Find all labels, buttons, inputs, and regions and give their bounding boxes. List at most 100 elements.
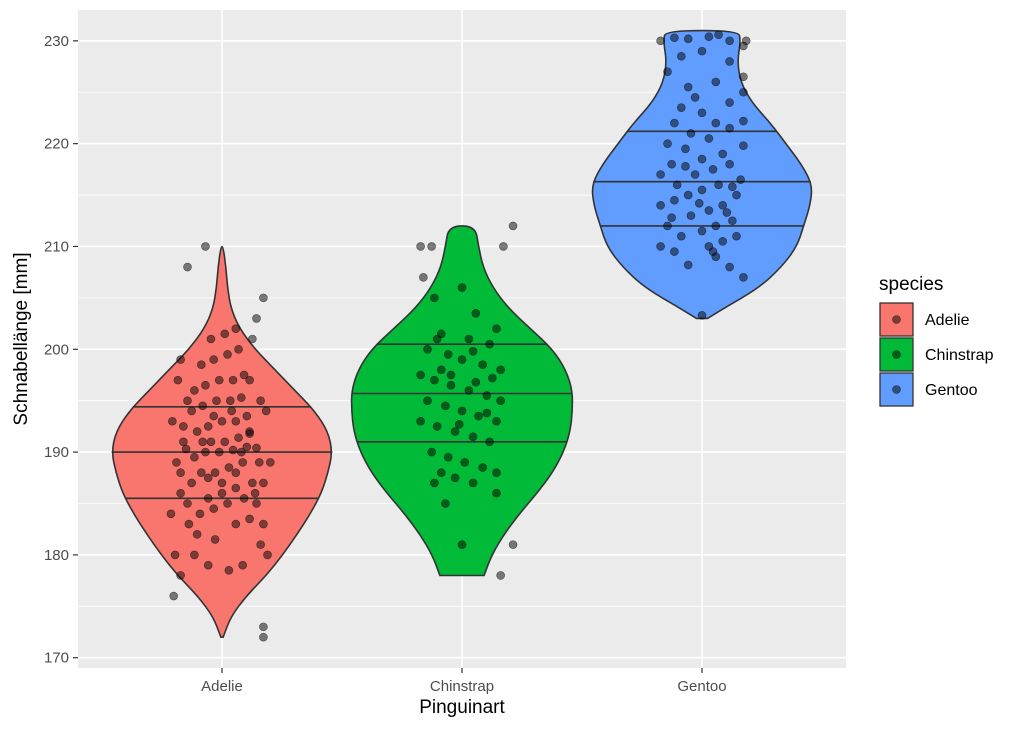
- data-point: [201, 447, 210, 457]
- data-point: [485, 339, 494, 349]
- data-point: [496, 571, 505, 580]
- data-point: [248, 478, 257, 488]
- data-point: [478, 463, 488, 472]
- data-point: [656, 201, 665, 210]
- data-point: [214, 447, 224, 457]
- data-point: [739, 116, 748, 126]
- y-tick-label: 220: [44, 136, 69, 153]
- data-point: [242, 411, 252, 421]
- data-point: [676, 51, 686, 61]
- data-point: [436, 365, 446, 375]
- y-tick-label: 190: [44, 444, 69, 461]
- data-point: [234, 433, 243, 443]
- data-point: [663, 67, 672, 76]
- data-point: [237, 447, 246, 457]
- data-point: [468, 347, 478, 356]
- data-point: [265, 458, 275, 467]
- data-point: [663, 139, 672, 148]
- data-point: [183, 396, 192, 405]
- data-point: [656, 36, 665, 46]
- data-point: [492, 324, 501, 334]
- data-point: [423, 396, 432, 405]
- data-point: [223, 350, 232, 359]
- data-point: [248, 334, 257, 344]
- data-point: [457, 283, 467, 292]
- data-point: [681, 161, 690, 171]
- y-axis-title: Schnabellänge [mm]: [11, 252, 32, 425]
- data-point: [228, 375, 238, 385]
- data-point: [225, 396, 235, 405]
- data-point: [464, 386, 474, 395]
- data-point: [683, 190, 693, 200]
- data-point: [176, 571, 185, 580]
- data-point: [197, 360, 206, 370]
- data-point: [245, 429, 254, 438]
- data-point: [725, 98, 734, 107]
- data-point: [670, 33, 679, 43]
- data-point: [683, 260, 693, 270]
- data-point: [697, 226, 707, 236]
- data-point: [686, 211, 696, 220]
- data-point: [739, 87, 748, 97]
- data-point: [197, 468, 206, 477]
- data-point: [694, 198, 704, 208]
- legend: species Adelie Chinstrap Gentoo: [879, 274, 994, 407]
- data-point: [231, 483, 241, 493]
- data-point: [416, 370, 425, 380]
- violin-chinstrap: [350, 225, 574, 577]
- legend-label-chinstrap: Chinstrap: [925, 347, 994, 364]
- data-point: [725, 262, 734, 272]
- data-point: [722, 208, 732, 217]
- data-point: [242, 442, 252, 452]
- data-point: [224, 463, 234, 472]
- data-point: [220, 437, 230, 447]
- data-point: [254, 458, 264, 467]
- data-point: [718, 237, 728, 246]
- legend-keys: Adelie Chinstrap Gentoo: [879, 302, 994, 407]
- data-point: [739, 273, 748, 282]
- x-tick-label: Chinstrap: [430, 678, 494, 695]
- data-point: [427, 242, 436, 251]
- data-point: [732, 231, 741, 241]
- data-point: [176, 355, 185, 364]
- data-point: [441, 499, 450, 508]
- data-point: [203, 494, 213, 503]
- data-point: [259, 632, 268, 642]
- data-point: [214, 375, 224, 385]
- data-point: [683, 34, 693, 44]
- data-point: [192, 530, 202, 539]
- data-point: [252, 314, 261, 323]
- data-point: [711, 77, 721, 87]
- data-point: [252, 499, 261, 508]
- data-point: [212, 396, 221, 405]
- data-point: [217, 416, 227, 426]
- data-point: [184, 519, 194, 529]
- data-point: [508, 221, 518, 231]
- data-point: [683, 82, 693, 92]
- data-point: [450, 427, 460, 436]
- data-point: [187, 478, 196, 488]
- legend-key-point: [892, 315, 901, 324]
- data-point: [667, 213, 676, 222]
- data-point: [711, 221, 721, 231]
- data-point: [259, 622, 268, 632]
- data-point: [454, 420, 464, 429]
- data-point: [464, 334, 474, 344]
- data-point: [195, 509, 205, 519]
- data-point: [711, 118, 721, 128]
- data-point: [704, 134, 714, 143]
- data-point: [176, 468, 185, 477]
- data-point: [427, 447, 436, 457]
- data-point: [238, 560, 247, 570]
- data-point: [697, 46, 707, 56]
- data-point: [201, 380, 210, 390]
- data-point: [670, 118, 679, 128]
- data-point: [457, 406, 467, 416]
- data-point: [261, 406, 271, 416]
- data-point: [209, 355, 219, 364]
- data-point: [492, 488, 501, 498]
- data-point: [690, 170, 700, 179]
- data-point: [203, 560, 213, 570]
- data-point: [718, 201, 728, 210]
- x-axis: Adelie Chinstrap Gentoo: [201, 668, 727, 695]
